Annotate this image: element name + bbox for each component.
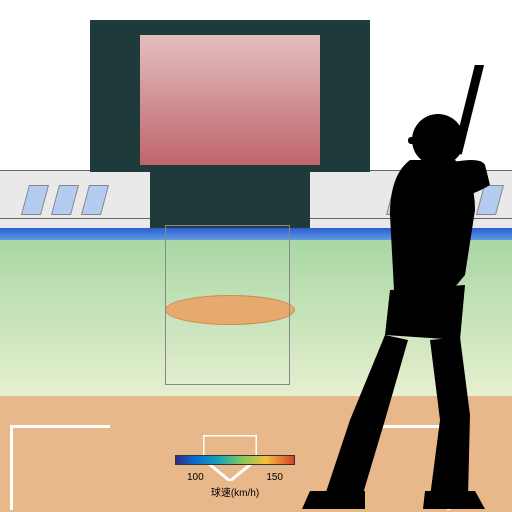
- batter-silhouette: [290, 65, 512, 510]
- legend-colorbar: [175, 455, 295, 465]
- stage: 100 150 球速(km/h): [0, 0, 512, 512]
- legend-label: 球速(km/h): [175, 484, 295, 499]
- speed-legend: 100 150 球速(km/h): [175, 452, 295, 499]
- legend-tick-1: 150: [266, 472, 283, 483]
- legend-ticks: 100 150: [175, 472, 295, 483]
- batters-box-left: [10, 425, 110, 510]
- strike-zone: [165, 225, 290, 385]
- legend-tick-0: 100: [187, 472, 204, 483]
